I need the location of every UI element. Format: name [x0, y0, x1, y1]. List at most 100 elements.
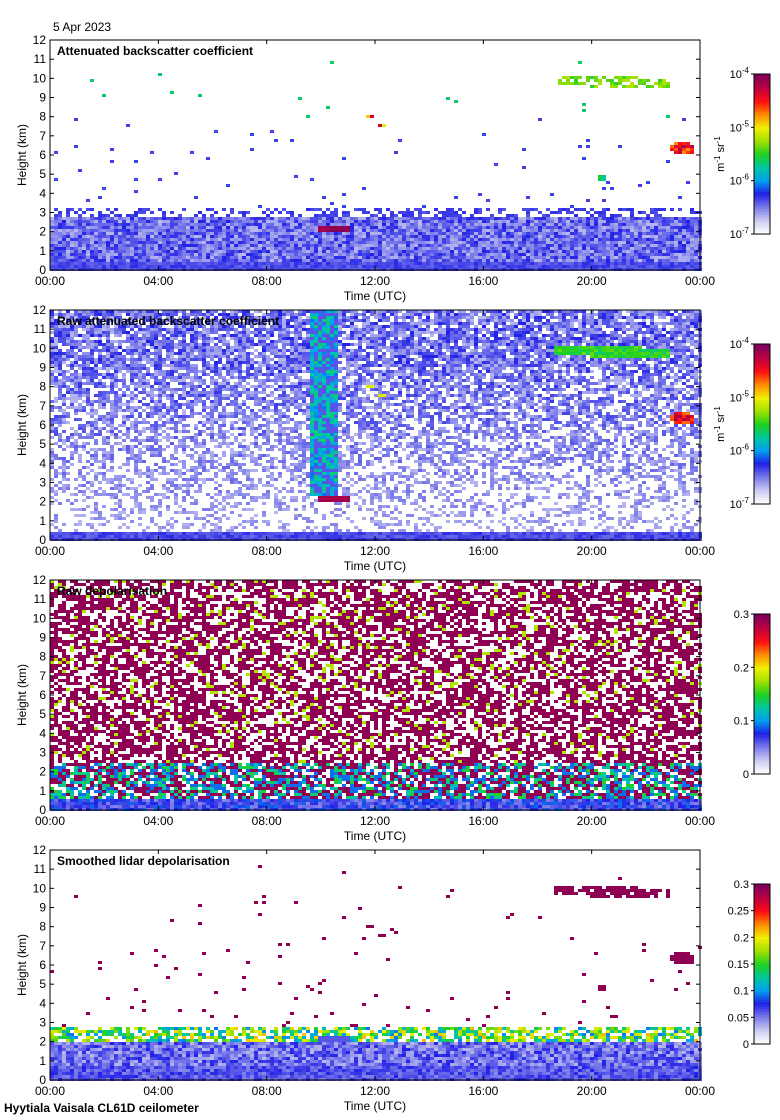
x-axis-label: Time (UTC): [344, 289, 406, 303]
y-tick-label: 12: [33, 33, 47, 47]
colorbar-tick-label: 0.1: [734, 986, 749, 998]
colorbar-tick-label: 10-6: [730, 443, 750, 458]
y-tick-label: 5: [39, 437, 46, 451]
y-tick-label: 1: [39, 784, 46, 798]
y-tick-label: 11: [34, 322, 47, 336]
x-tick-label: 00:00: [685, 544, 715, 558]
y-tick-label: 2: [39, 765, 46, 779]
y-tick-label: 7: [39, 129, 46, 143]
y-tick-label: 4: [39, 996, 46, 1010]
colorbar-tick-label: 10-6: [730, 173, 750, 188]
x-tick-label: 00:00: [35, 1084, 65, 1098]
colorbar-tick-label: 10-5: [730, 389, 750, 404]
x-tick-label: 08:00: [252, 274, 282, 288]
y-tick-label: 8: [39, 920, 46, 934]
heatmap-cells: [50, 865, 702, 1081]
x-tick-label: 00:00: [685, 1084, 715, 1098]
colorbar: 10-710-610-510-4m-1 sr-1: [713, 66, 770, 241]
colorbar-tick-label: 10-7: [730, 496, 750, 511]
x-tick-label: 12:00: [360, 814, 390, 828]
x-tick-label: 04:00: [143, 1084, 173, 1098]
colorbar-tick-label: 0.1: [734, 716, 749, 728]
x-tick-label: 20:00: [577, 274, 607, 288]
colorbar-tick-label: 0.15: [728, 959, 749, 971]
x-tick-label: 04:00: [143, 814, 173, 828]
colorbar: 10-710-610-510-4m-1 sr-1: [713, 336, 770, 511]
x-tick-label: 04:00: [143, 274, 173, 288]
y-tick-label: 10: [33, 881, 47, 895]
x-tick-label: 00:00: [685, 814, 715, 828]
colorbar-tick-label: 0.05: [728, 1012, 749, 1024]
y-tick-label: 9: [39, 901, 46, 915]
y-tick-label: 3: [39, 476, 46, 490]
y-tick-label: 5: [39, 167, 46, 181]
colorbar: 00.10.20.3: [734, 609, 770, 781]
x-tick-label: 08:00: [252, 1084, 282, 1098]
y-tick-label: 7: [39, 399, 46, 413]
y-tick-label: 9: [39, 91, 46, 105]
y-tick-label: 12: [33, 843, 47, 857]
y-tick-label: 4: [39, 186, 46, 200]
colorbar-tick-label: 0.25: [728, 906, 749, 918]
y-axis-label: Height (km): [15, 664, 29, 726]
colorbar-tick-label: 10-5: [730, 119, 750, 134]
x-tick-label: 20:00: [577, 1084, 607, 1098]
panel-title: Smoothed lidar depolarisation: [57, 854, 230, 868]
colorbar-tick-label: 0.3: [734, 879, 749, 891]
y-tick-label: 11: [34, 52, 47, 66]
x-tick-label: 16:00: [468, 1084, 498, 1098]
y-tick-label: 3: [39, 206, 46, 220]
y-tick-label: 2: [39, 225, 46, 239]
x-tick-label: 20:00: [577, 544, 607, 558]
panel-title: Raw attenuated backscatter coefficient: [57, 314, 279, 328]
panel-title: Attenuated backscatter coefficient: [57, 44, 253, 58]
y-tick-label: 6: [39, 958, 46, 972]
x-axis-label: Time (UTC): [344, 1099, 406, 1113]
y-axis-label: Height (km): [15, 394, 29, 456]
x-tick-label: 08:00: [252, 544, 282, 558]
heatmap-cells: [50, 61, 702, 271]
y-tick-label: 8: [39, 650, 46, 664]
y-tick-label: 8: [39, 110, 46, 124]
y-tick-label: 8: [39, 380, 46, 394]
colorbar-unit: m-1 sr-1: [713, 406, 727, 442]
y-tick-label: 9: [39, 631, 46, 645]
y-tick-label: 10: [33, 71, 47, 85]
x-tick-label: 12:00: [360, 1084, 390, 1098]
x-tick-label: 00:00: [35, 814, 65, 828]
colorbar-tick-label: 10-4: [730, 66, 750, 81]
y-tick-label: 6: [39, 148, 46, 162]
colorbar-tick-label: 0.3: [734, 609, 749, 621]
y-tick-label: 7: [39, 939, 46, 953]
colorbar-tick-label: 0.2: [734, 932, 749, 944]
colorbar-tick-label: 0: [743, 1039, 749, 1051]
x-tick-label: 12:00: [360, 274, 390, 288]
x-tick-label: 00:00: [685, 274, 715, 288]
y-tick-label: 2: [39, 495, 46, 509]
y-tick-label: 12: [33, 303, 47, 317]
x-tick-label: 12:00: [360, 544, 390, 558]
y-tick-label: 6: [39, 418, 46, 432]
y-tick-label: 7: [39, 669, 46, 683]
y-tick-label: 3: [39, 746, 46, 760]
y-tick-label: 4: [39, 456, 46, 470]
y-tick-label: 5: [39, 707, 46, 721]
colorbar-unit: m-1 sr-1: [713, 136, 727, 172]
y-axis-label: Height (km): [15, 934, 29, 996]
colorbar-tick-label: 0: [743, 769, 749, 781]
colorbar: 0 0.05 0.1 0.15 0.2 0.25 0.3: [728, 879, 770, 1051]
x-tick-label: 16:00: [468, 814, 498, 828]
x-tick-label: 20:00: [577, 814, 607, 828]
y-tick-label: 3: [39, 1016, 46, 1030]
y-axis-label: Height (km): [15, 124, 29, 186]
y-tick-label: 4: [39, 726, 46, 740]
y-tick-label: 11: [34, 592, 47, 606]
x-tick-label: 16:00: [468, 274, 498, 288]
y-tick-label: 1: [39, 244, 46, 258]
x-tick-label: 00:00: [35, 544, 65, 558]
